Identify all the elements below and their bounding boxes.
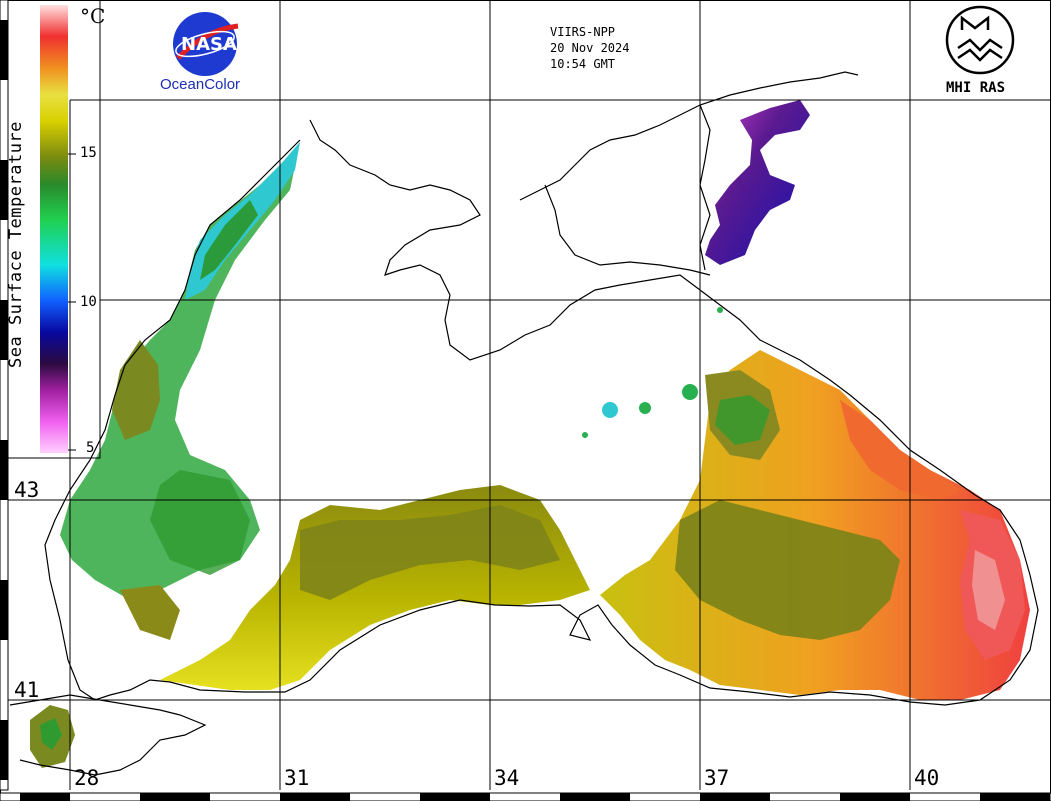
lon-label-28: 28 [74, 766, 100, 790]
satellite-name: VIIRS-NPP [550, 25, 616, 39]
left-scale-bar [0, 0, 9, 791]
colorbar-unit: °C [80, 4, 106, 28]
lon-label-34: 34 [494, 766, 520, 790]
oceancolor-text: OceanColor [160, 76, 241, 93]
sst-nw-shelf [60, 142, 300, 600]
lat-label-43: 43 [14, 478, 40, 502]
mhi-logo [945, 5, 1015, 75]
bottom-scale-bar [0, 792, 1051, 801]
colorbar-tick-5: 5 [86, 440, 95, 456]
acquisition-date: 20 Nov 2024 [550, 41, 630, 55]
header-info: VIIRS-NPP 20 Nov 2024 10:54 GMT [550, 24, 629, 72]
nasa-text: NASA [181, 34, 237, 55]
colorbar-title: Sea Surface Temperature [6, 121, 26, 368]
colorbar-tick-15: 15 [80, 145, 97, 161]
acquisition-time: 10:54 GMT [550, 57, 616, 71]
lon-label-40: 40 [914, 766, 940, 790]
nasa-logo [173, 12, 239, 76]
lon-label-37: 37 [704, 766, 730, 790]
lat-label-41: 41 [14, 678, 40, 702]
colorbar-tick-10: 10 [80, 294, 97, 310]
sst-azov [705, 100, 810, 265]
mhi-ras-text: MHI RAS [946, 80, 1006, 96]
colorbar [7, 0, 101, 459]
lon-label-31: 31 [284, 766, 310, 790]
